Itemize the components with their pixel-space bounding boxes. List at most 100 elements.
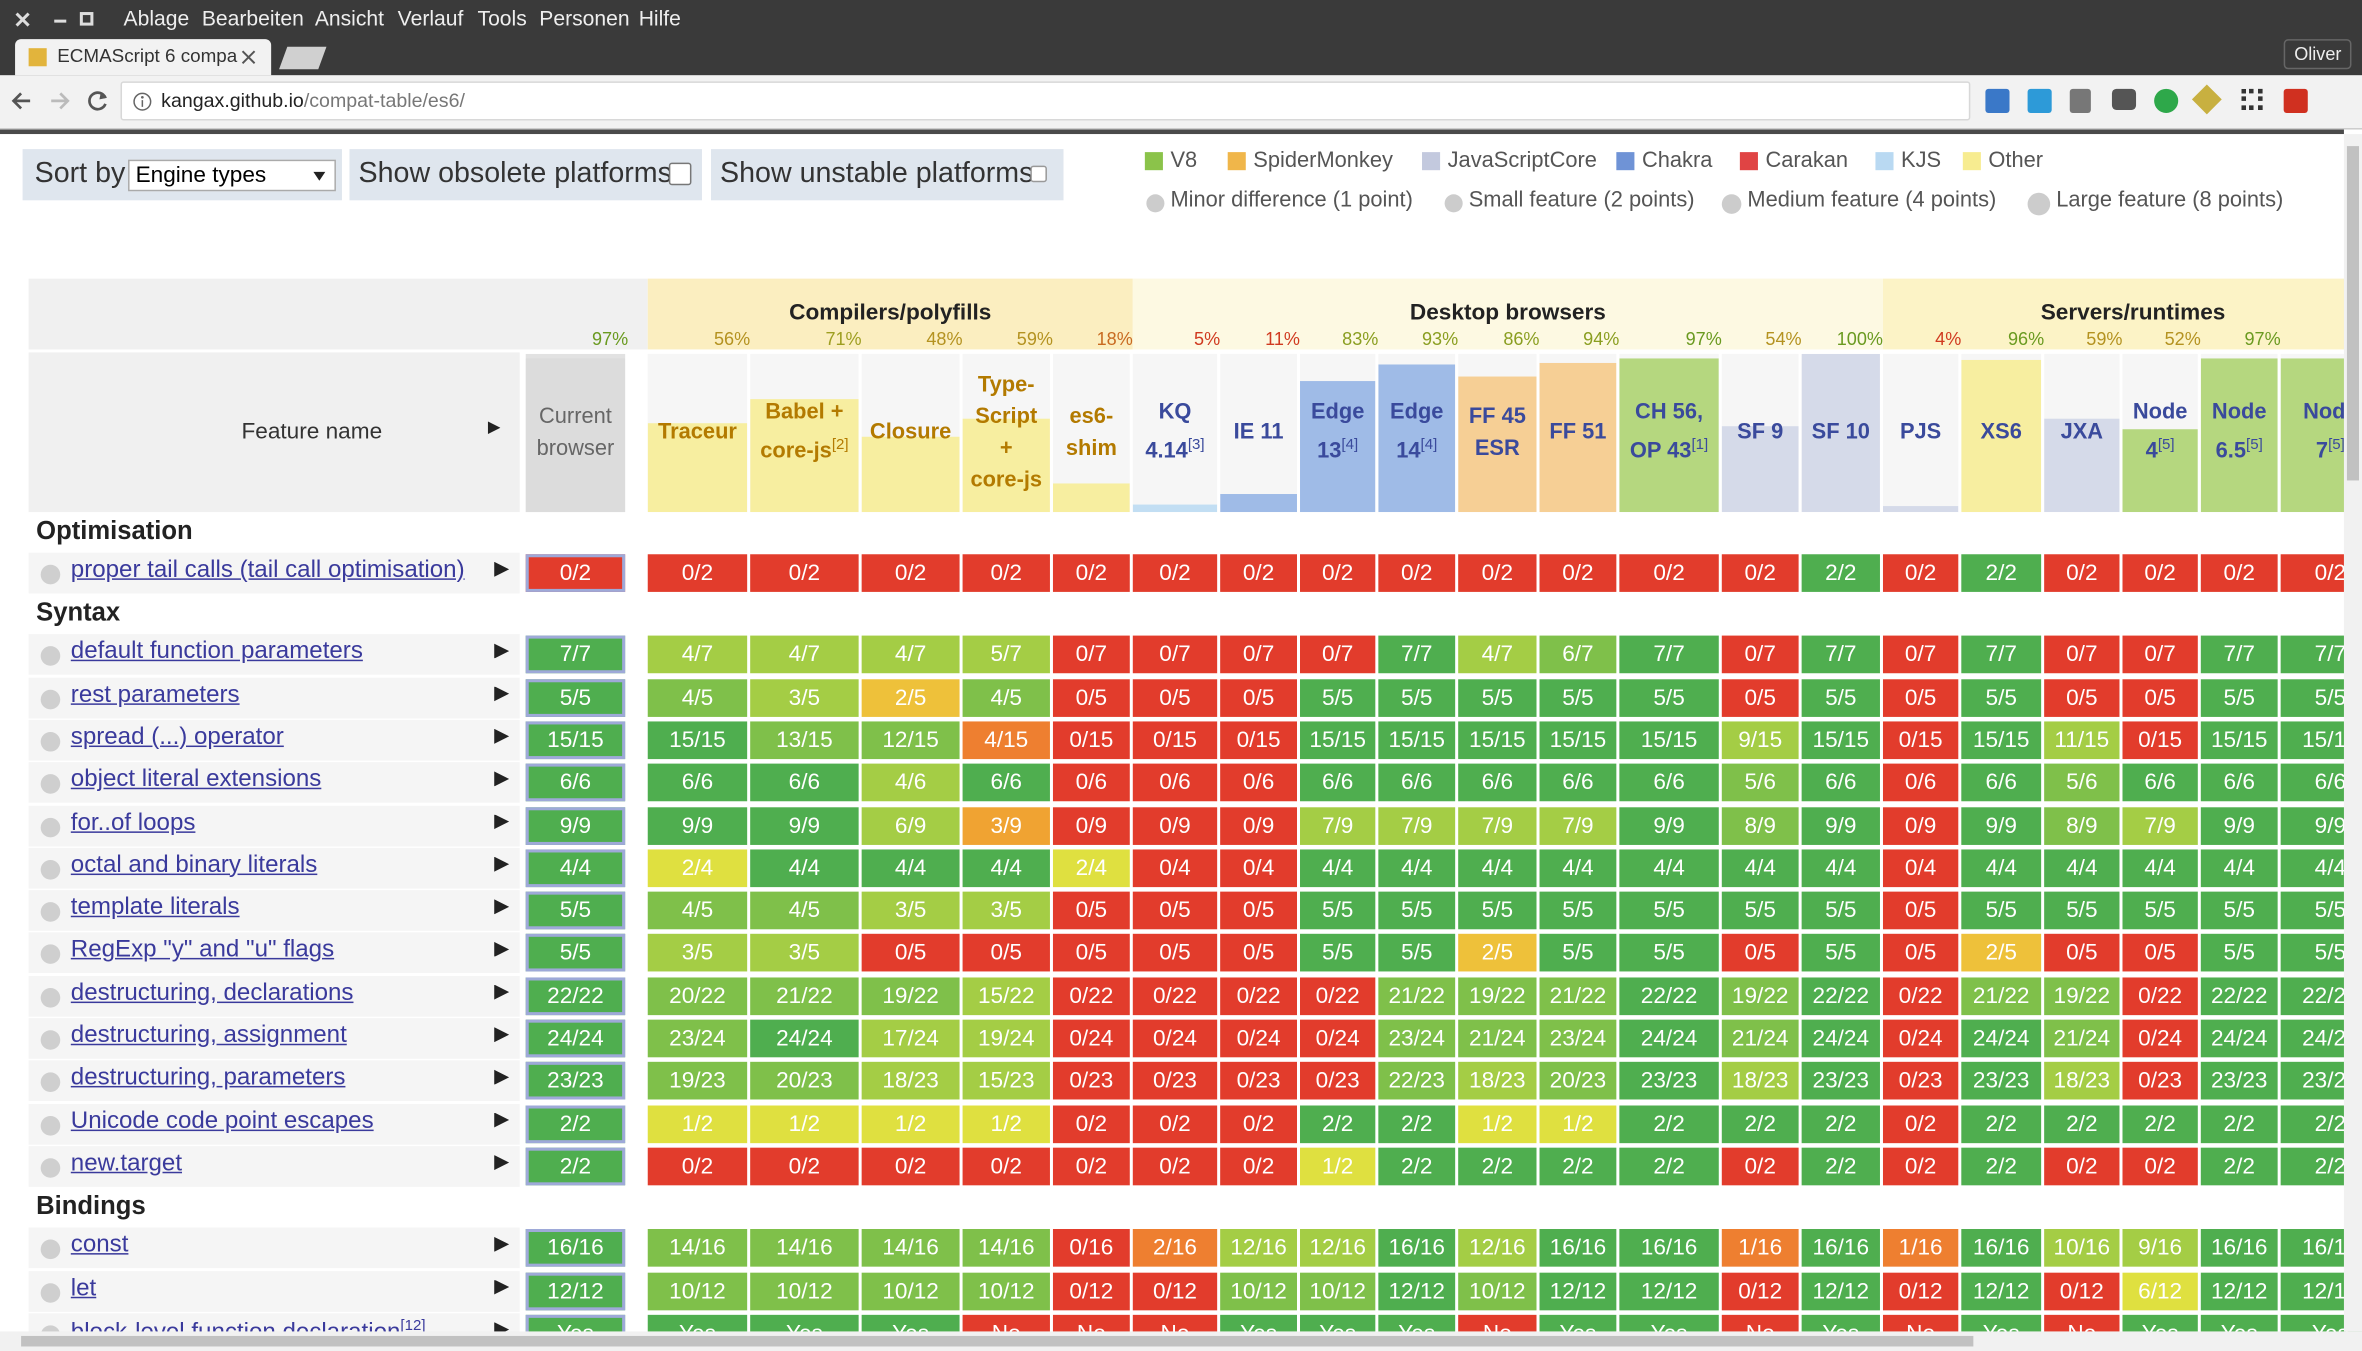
result-cell[interactable]: 0/16 — [1052, 1229, 1130, 1267]
feature-link[interactable]: RegExp "y" and "u" flags — [71, 937, 334, 964]
result-cell[interactable]: 4/4 — [525, 849, 626, 887]
result-cell[interactable]: 5/5 — [525, 934, 626, 973]
feature-link[interactable]: destructuring, declarations — [71, 980, 354, 1007]
result-cell[interactable]: 0/5 — [1132, 934, 1218, 973]
result-cell[interactable]: 21/24 — [2044, 1019, 2120, 1058]
scroll-thumb[interactable] — [21, 1335, 1974, 1347]
result-cell[interactable]: 5/6 — [1721, 763, 1799, 802]
result-cell[interactable]: 19/24 — [962, 1019, 1050, 1058]
result-cell[interactable]: 0/2 — [2122, 1147, 2198, 1186]
result-cell[interactable]: 0/5 — [1132, 891, 1218, 930]
result-cell[interactable]: 0/7 — [2122, 636, 2198, 674]
result-cell[interactable]: 6/6 — [750, 763, 859, 802]
result-cell[interactable]: 0/2 — [1539, 554, 1617, 592]
result-cell[interactable]: 9/15 — [1721, 721, 1799, 759]
result-cell[interactable]: 6/6 — [647, 763, 748, 802]
result-cell[interactable]: 0/6 — [1052, 763, 1130, 802]
result-cell[interactable]: 15/22 — [962, 977, 1050, 1015]
feature-link[interactable]: new.target — [71, 1151, 182, 1178]
result-cell[interactable]: 0/24 — [2122, 1019, 2198, 1058]
result-cell[interactable]: 7/7 — [1801, 636, 1880, 674]
feature-name[interactable]: octal and binary literals — [70, 852, 318, 878]
result-cell[interactable]: 4/4 — [1300, 849, 1376, 887]
result-cell[interactable]: 4/4 — [2044, 849, 2120, 887]
result-cell[interactable]: 10/12 — [647, 1271, 748, 1310]
feature-name[interactable]: object literal extensions — [70, 766, 322, 793]
result-cell[interactable]: 2/2 — [1961, 1147, 2042, 1186]
result-cell[interactable]: 20/22 — [647, 977, 748, 1015]
result-cell[interactable]: 5/5 — [1619, 678, 1719, 717]
result-cell[interactable]: 14/16 — [861, 1229, 960, 1267]
result-cell[interactable]: 24/24 — [2200, 1019, 2278, 1058]
result-cell[interactable]: 0/6 — [1220, 763, 1297, 802]
menu-item[interactable]: Tools — [477, 6, 527, 31]
menu-item[interactable]: Ansicht — [314, 6, 385, 31]
result-cell[interactable]: 19/23 — [647, 1062, 748, 1100]
platform-header[interactable]: Traceur — [647, 353, 748, 513]
result-cell[interactable]: 0/12 — [1882, 1271, 1959, 1310]
result-cell[interactable]: 2/4 — [647, 849, 748, 887]
result-cell[interactable]: 0/9 — [1882, 806, 1959, 845]
result-cell[interactable]: 4/4 — [861, 849, 960, 887]
result-cell[interactable]: 1/2 — [1539, 1104, 1617, 1143]
result-cell[interactable]: 23/24 — [1539, 1019, 1617, 1058]
feature-link[interactable]: let — [71, 1275, 96, 1302]
result-cell[interactable]: 23/23 — [525, 1062, 626, 1100]
result-cell[interactable]: 0/2 — [962, 1147, 1050, 1186]
result-cell[interactable]: 0/23 — [1220, 1062, 1297, 1100]
result-cell[interactable]: 4/5 — [647, 678, 748, 717]
result-cell[interactable]: 5/5 — [1300, 934, 1376, 973]
result-cell[interactable]: 7/9 — [1378, 806, 1456, 845]
result-cell[interactable]: 0/2 — [1378, 554, 1456, 592]
result-cell[interactable]: 8/9 — [2044, 806, 2120, 845]
result-cell[interactable]: 19/22 — [1721, 977, 1799, 1015]
result-cell[interactable]: 0/2 — [1052, 554, 1130, 592]
feature-name[interactable]: const — [70, 1232, 129, 1258]
result-cell[interactable]: 2/2 — [1378, 1147, 1456, 1186]
feature-name[interactable]: spread (...) operator — [70, 724, 284, 750]
result-cell[interactable]: 5/5 — [1300, 678, 1376, 717]
result-cell[interactable]: 19/22 — [1458, 977, 1537, 1015]
result-cell[interactable]: 13/15 — [750, 721, 859, 759]
scroll-thumb[interactable] — [2346, 146, 2359, 481]
result-cell[interactable]: 24/24 — [1619, 1019, 1719, 1058]
result-cell[interactable]: 0/2 — [1882, 1104, 1959, 1143]
platform-header[interactable]: Edge 13[4] — [1300, 353, 1376, 513]
result-cell[interactable]: 4/7 — [861, 636, 960, 674]
feature-name[interactable]: Unicode code point escapes — [70, 1107, 374, 1134]
result-cell[interactable]: 2/2 — [525, 1147, 626, 1186]
result-cell[interactable]: 4/4 — [1378, 849, 1456, 887]
result-cell[interactable]: 5/5 — [1961, 891, 2042, 930]
result-cell[interactable]: 0/23 — [1300, 1062, 1376, 1100]
result-cell[interactable]: 10/12 — [1220, 1271, 1297, 1310]
result-cell[interactable]: 5/5 — [1378, 678, 1456, 717]
vertical-scrollbar[interactable] — [2343, 134, 2362, 1332]
result-cell[interactable]: 6/9 — [861, 806, 960, 845]
result-cell[interactable]: 0/7 — [1721, 636, 1799, 674]
result-cell[interactable]: 6/6 — [1961, 763, 2042, 802]
result-cell[interactable]: 0/24 — [1220, 1019, 1297, 1058]
result-cell[interactable]: 5/5 — [1801, 891, 1880, 930]
result-cell[interactable]: 2/2 — [525, 1104, 626, 1143]
result-cell[interactable]: 24/24 — [750, 1019, 859, 1058]
result-cell[interactable]: 0/22 — [2122, 977, 2198, 1015]
platform-header[interactable]: FF 51 — [1539, 353, 1617, 513]
result-cell[interactable]: 0/2 — [1220, 1147, 1297, 1186]
result-cell[interactable]: 16/16 — [1961, 1229, 2042, 1267]
result-cell[interactable]: 0/2 — [1220, 1104, 1297, 1143]
result-cell[interactable]: 9/9 — [2200, 806, 2278, 845]
platform-header[interactable]: Node 4[5] — [2122, 353, 2198, 513]
result-cell[interactable]: 5/5 — [1801, 934, 1880, 973]
result-cell[interactable]: 9/9 — [1961, 806, 2042, 845]
result-cell[interactable]: 4/4 — [2200, 849, 2278, 887]
result-cell[interactable]: 0/12 — [2044, 1271, 2120, 1310]
platform-header[interactable]: SF 10 — [1801, 353, 1880, 513]
result-cell[interactable]: 5/5 — [1378, 934, 1456, 973]
result-cell[interactable]: 0/22 — [1132, 977, 1218, 1015]
result-cell[interactable]: 10/12 — [861, 1271, 960, 1310]
result-cell[interactable]: 23/23 — [1619, 1062, 1719, 1100]
platform-header[interactable]: KQ 4.14[3] — [1132, 353, 1218, 513]
result-cell[interactable]: 4/7 — [750, 636, 859, 674]
result-cell[interactable]: 6/6 — [525, 763, 626, 802]
result-cell[interactable]: 19/22 — [2044, 977, 2120, 1015]
